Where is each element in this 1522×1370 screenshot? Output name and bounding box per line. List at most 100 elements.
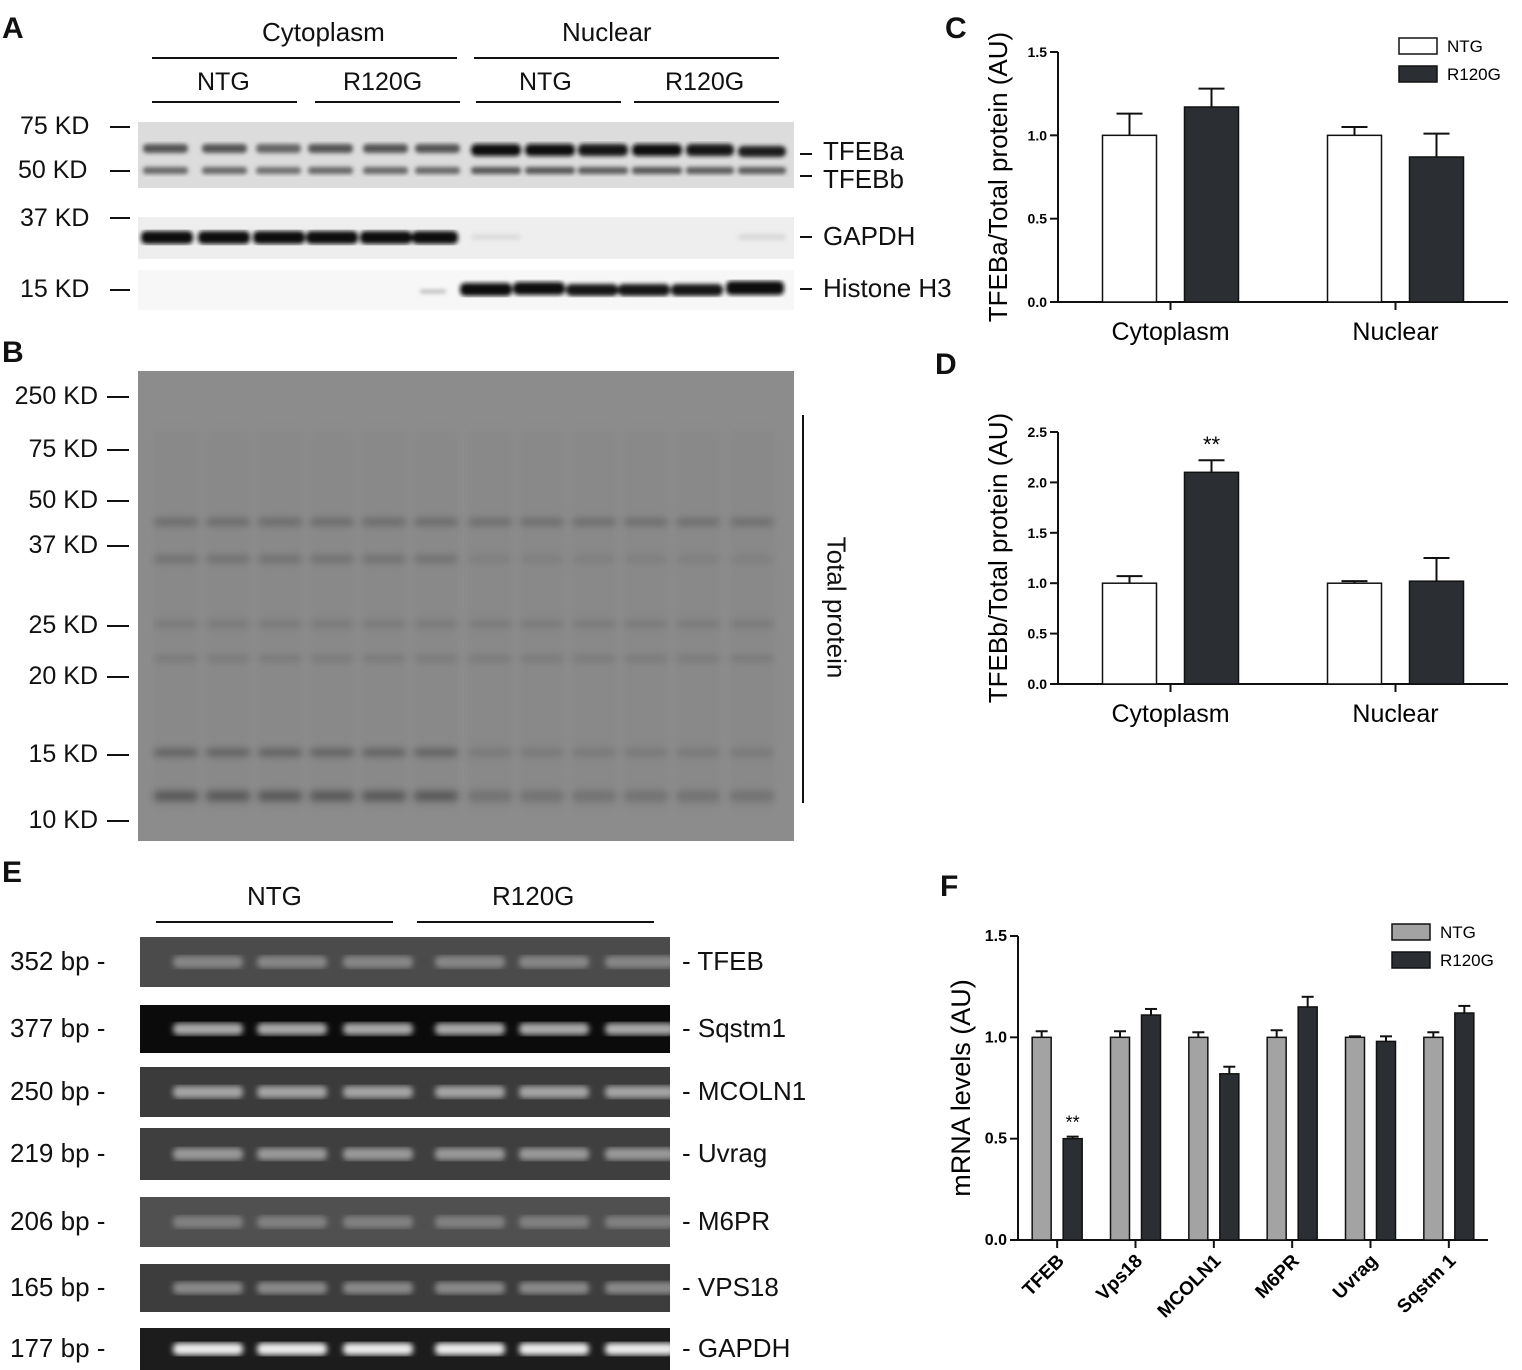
legend-swatch-r120g: [1391, 951, 1431, 969]
pcr-band: [519, 956, 589, 968]
gel-lane: [520, 431, 564, 811]
pcr-band: [343, 1086, 413, 1098]
marker-label: 50 KD: [28, 486, 98, 514]
pcr-band: [343, 1343, 413, 1355]
group-line: [315, 101, 460, 103]
y-tick-label: 0.0: [1028, 676, 1048, 692]
y-tick-label: 0.5: [985, 1131, 1007, 1148]
marker-label: 20 KD: [28, 662, 98, 690]
gel-lane: [414, 431, 458, 811]
bp-label: 165 bp -: [10, 1272, 106, 1302]
y-tick-label: 1.5: [1028, 44, 1048, 60]
gel-lane: [468, 431, 512, 811]
x-tick-label: MCOLN1: [1154, 1250, 1226, 1322]
bp-label: 177 bp -: [10, 1333, 106, 1363]
western-blot-gapdh: [138, 217, 794, 259]
marker-tick: [107, 676, 129, 678]
western-blot-histone: [138, 270, 794, 310]
gene-label: - Uvrag: [682, 1138, 768, 1168]
legend-label-ntg: NTG: [1440, 923, 1476, 942]
compartment-line-cytoplasm: [152, 57, 457, 59]
pcr-band: [605, 1216, 670, 1228]
legend-swatch-ntg: [1398, 37, 1438, 55]
y-tick-label: 1.5: [985, 928, 1007, 945]
panel-letter-d: D: [935, 348, 957, 381]
marker-tick: [110, 289, 130, 291]
band-tick: [800, 153, 812, 155]
chart-f: 0.0 0.5 1.0 1.5 mRNA levels (AU) TFEB Vps18 MCO…: [946, 923, 1494, 1322]
bar-r120g-uvrag: [1375, 1040, 1397, 1241]
pcr-band: [343, 1216, 413, 1228]
rt-pcr-gel-row: [140, 1264, 670, 1312]
marker-label: 75 KD: [20, 112, 90, 140]
marker-label: 37 KD: [28, 531, 98, 559]
bp-label: 352 bp -: [10, 946, 106, 976]
pcr-band: [605, 1086, 670, 1098]
bar-r120g-cytoplasm: [1183, 471, 1240, 685]
marker-label: 50 KD: [18, 156, 88, 184]
gene-label: - TFEB: [682, 946, 764, 976]
pcr-band: [519, 1343, 589, 1355]
panel-letter-a: A: [2, 12, 24, 45]
gel-lane: [730, 431, 774, 811]
band-label-gapdh: GAPDH: [823, 221, 916, 251]
pcr-band: [257, 1148, 327, 1160]
bar-r120g-vps18: [1140, 1014, 1162, 1241]
gene-label: - M6PR: [682, 1206, 771, 1236]
bar-r120g-mcoln1: [1219, 1073, 1240, 1241]
pcr-band: [605, 1282, 670, 1294]
pcr-band: [435, 1282, 505, 1294]
x-tick-label: Vps18: [1093, 1251, 1147, 1305]
pcr-band: [173, 1148, 243, 1160]
rt-pcr-gel-row: [140, 1328, 670, 1370]
gel-lane: [310, 431, 354, 811]
bp-label: 206 bp -: [10, 1206, 106, 1236]
pcr-band: [257, 1216, 327, 1228]
bar-ntg-nuclear: [1326, 582, 1383, 685]
total-protein-gel: [138, 371, 794, 841]
gel-lane: [572, 431, 616, 811]
pcr-band: [605, 1148, 670, 1160]
bp-label: 377 bp -: [10, 1013, 106, 1043]
gel-lane: [258, 431, 302, 811]
pcr-band: [519, 1086, 589, 1098]
y-tick-label: 1.5: [1028, 525, 1048, 541]
pcr-band: [343, 1282, 413, 1294]
x-tick-label: Cytoplasm: [1111, 700, 1229, 728]
gel-lane: [154, 431, 198, 811]
pcr-band: [257, 956, 327, 968]
band-tick: [800, 288, 812, 290]
pcr-band: [519, 1216, 589, 1228]
marker-tick: [107, 754, 129, 756]
panel-letter-f: F: [940, 870, 959, 903]
pcr-band: [173, 956, 243, 968]
pcr-band: [435, 1023, 505, 1035]
group-line: [417, 921, 654, 923]
marker-tick: [110, 170, 130, 172]
bar-r120g-tfeb: [1062, 1137, 1083, 1241]
pcr-band: [435, 1148, 505, 1160]
y-tick-label: 1.0: [985, 1029, 1007, 1046]
pcr-band: [343, 1148, 413, 1160]
gel-lane: [206, 431, 250, 811]
rt-pcr-gel-row: [140, 1197, 670, 1247]
western-blot-tfeb: [138, 122, 794, 188]
pcr-band: [435, 1343, 505, 1355]
marker-tick: [107, 449, 129, 451]
rt-pcr-gel-row: [140, 1005, 670, 1053]
rt-pcr-gel-row: [140, 1067, 670, 1117]
marker-label: 25 KD: [28, 611, 98, 639]
gel-lane: [362, 431, 406, 811]
bar-ntg-uvrag: [1344, 1036, 1366, 1241]
bar-r120g-m6pr: [1297, 1006, 1318, 1241]
marker-tick: [107, 625, 129, 627]
gene-label: - GAPDH: [682, 1333, 791, 1363]
group-line: [152, 101, 297, 103]
bp-label: 219 bp -: [10, 1138, 106, 1168]
bar-r120g-cytoplasm: [1183, 106, 1240, 303]
y-tick-label: 1.0: [1028, 127, 1048, 143]
pcr-band: [435, 1086, 505, 1098]
group-label-r120g-cyto: R120G: [343, 68, 423, 96]
y-tick-label: 0.5: [1028, 626, 1048, 642]
band-label-tfeba: TFEBa: [823, 136, 904, 166]
